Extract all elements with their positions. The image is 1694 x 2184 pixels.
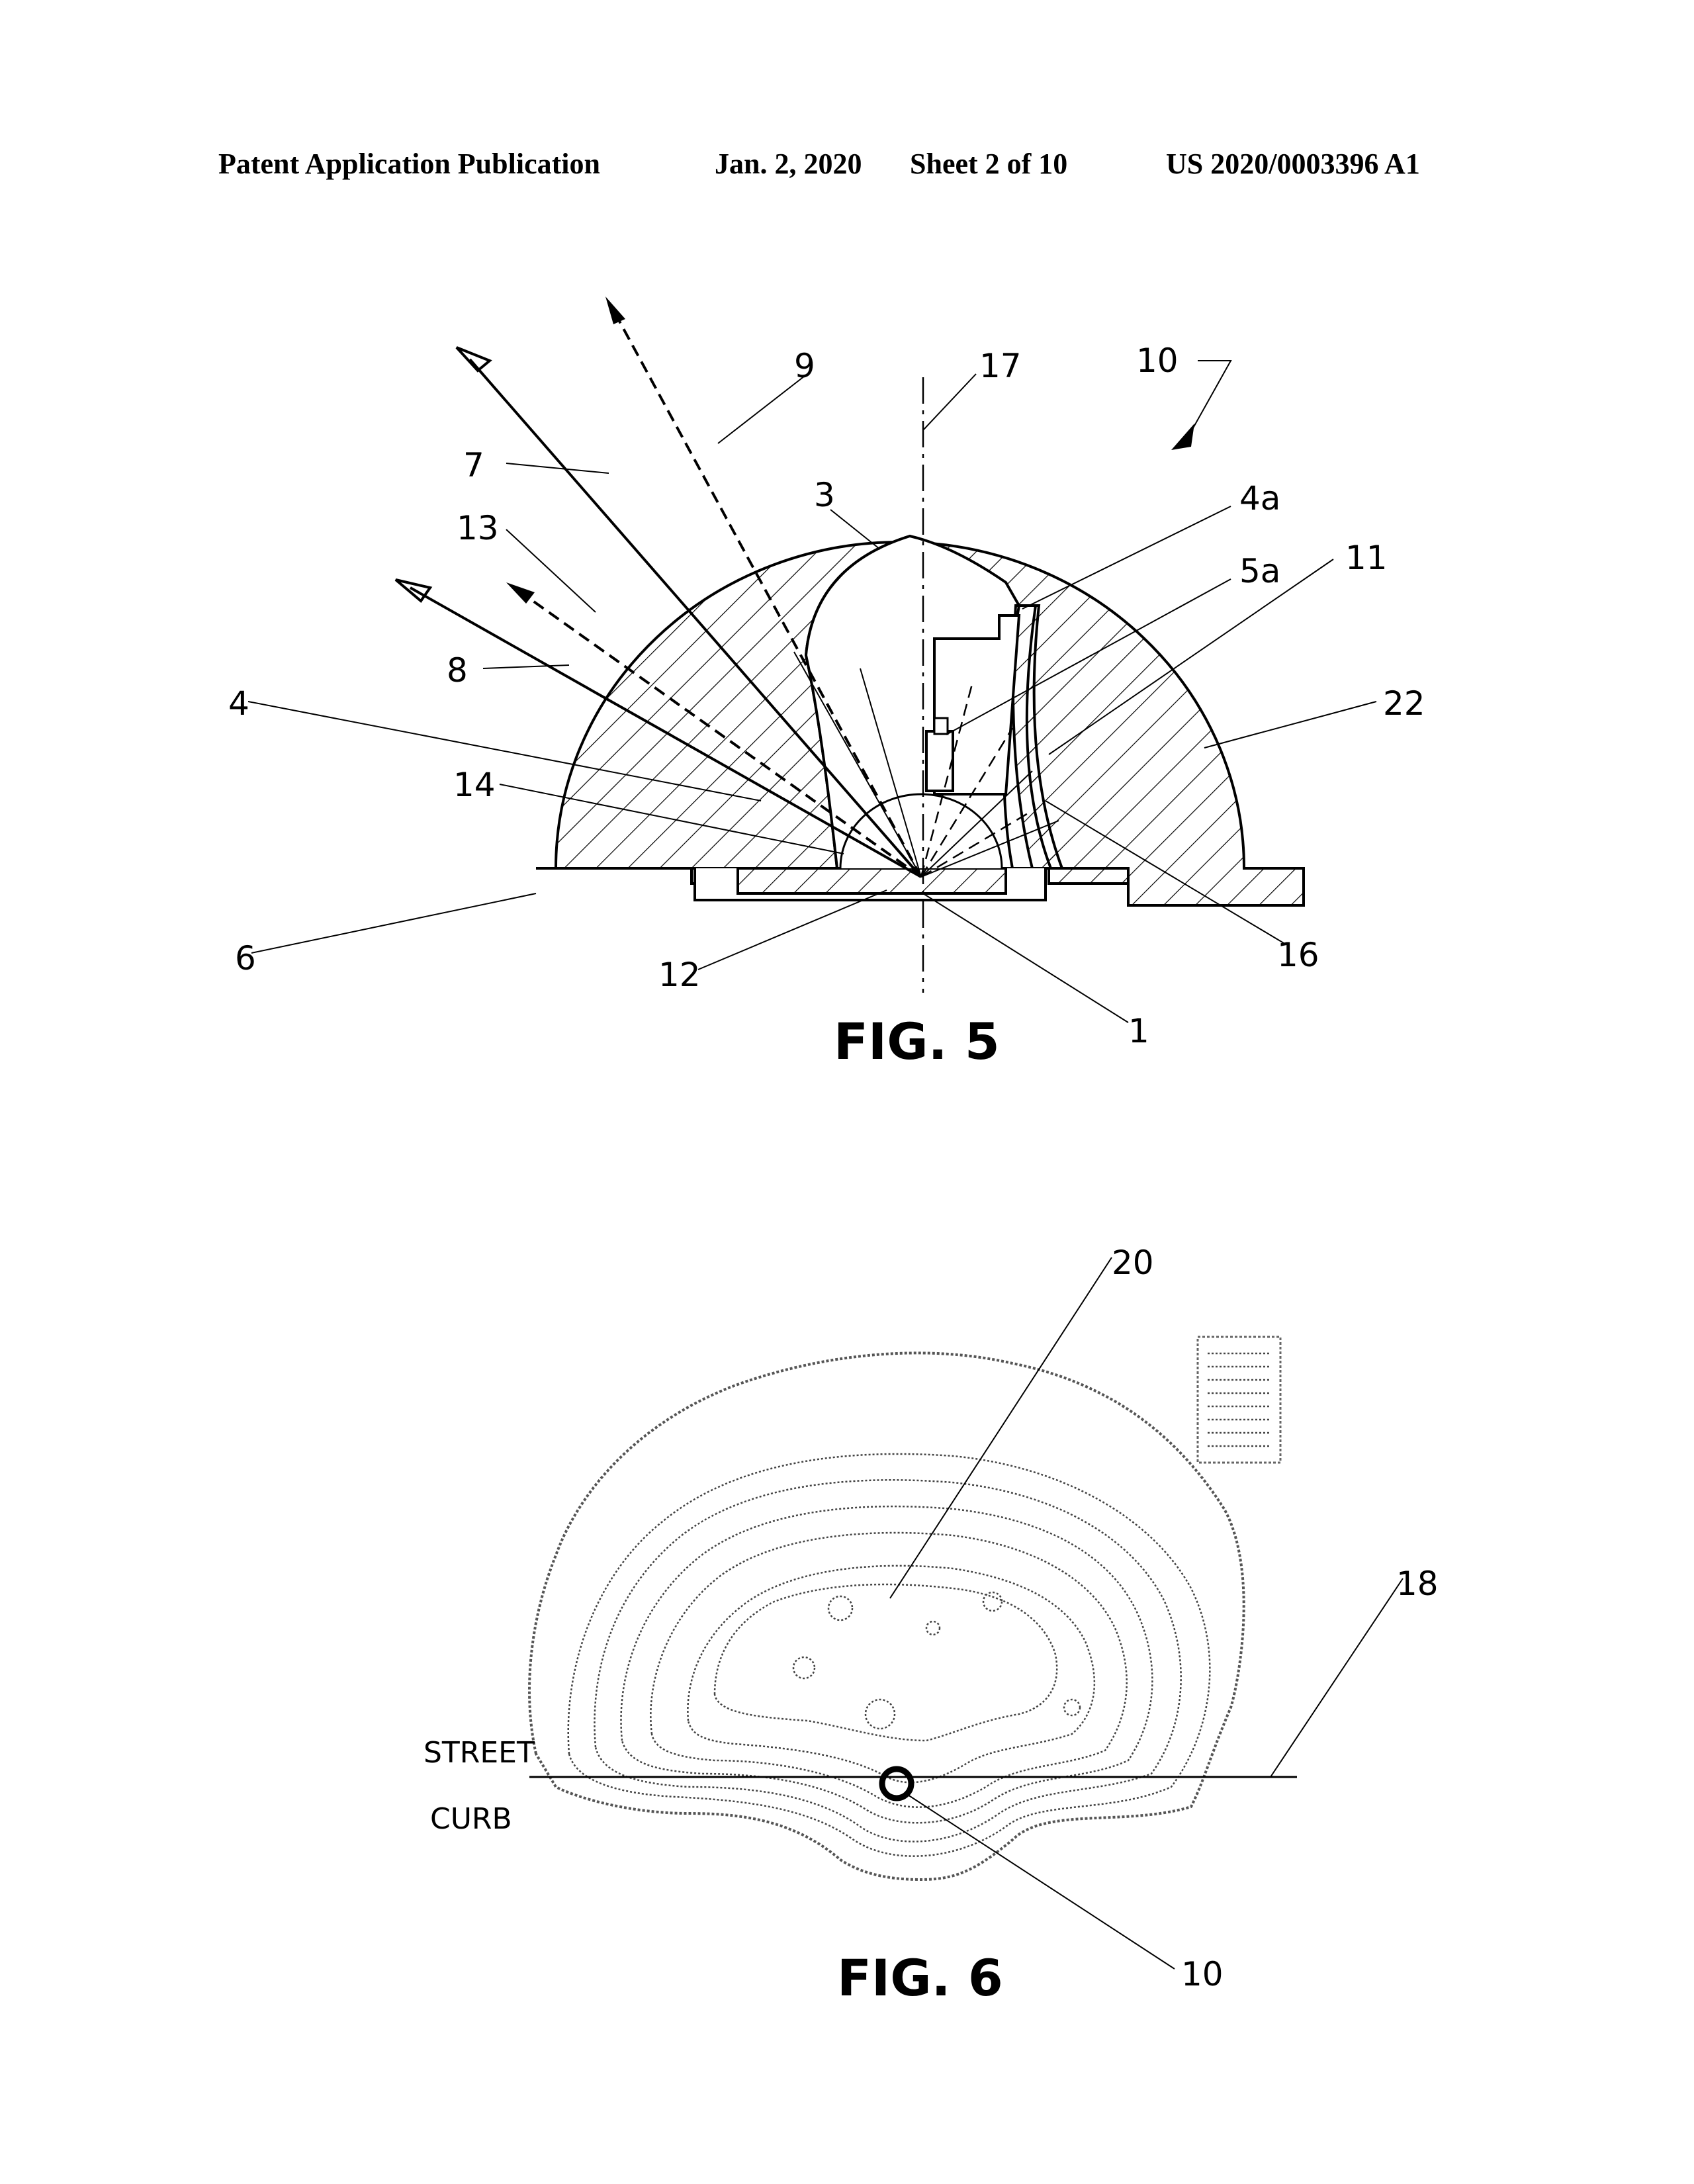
fig5-sensor [925, 730, 954, 792]
fig6-label-18: 18 [1396, 1565, 1439, 1603]
fig5-label-12: 12 [658, 956, 701, 994]
fig6-isolux-plot: 20 18 10 STREET CURB FIG. 6 [424, 1244, 1439, 2007]
fig5-label-10: 10 [1136, 341, 1179, 380]
fig5-rays [394, 296, 1059, 878]
fig5-label-9: 9 [794, 347, 815, 385]
fig5-label-3: 3 [814, 476, 835, 514]
fig5-label-17: 17 [979, 347, 1022, 385]
fig5-label-6: 6 [235, 939, 256, 978]
header-number: US 2020/0003396 A1 [1166, 148, 1420, 180]
fig5-lens-drawing: 10 9 17 7 13 3 4a 5a 11 8 22 4 14 6 12 1… [228, 296, 1425, 1071]
header-date: Jan. 2, 2020 [715, 148, 862, 180]
fig5-label-13: 13 [457, 509, 499, 547]
header-sheet: Sheet 2 of 10 [910, 148, 1068, 180]
fig6-label-10: 10 [1181, 1955, 1224, 1993]
fig6-label-street: STREET [424, 1736, 535, 1770]
fig5-label-14: 14 [453, 766, 496, 804]
fig6-luminaire-marker [879, 1766, 914, 1801]
fig5-caption: FIG. 5 [834, 1012, 1000, 1071]
fig5-label-7: 7 [463, 446, 484, 484]
fig5-label-11: 11 [1345, 539, 1388, 577]
fig5-label-16: 16 [1277, 936, 1319, 974]
fig6-label-20: 20 [1112, 1244, 1154, 1282]
fig5-label-22: 22 [1383, 684, 1425, 723]
fig5-leaders [247, 360, 1377, 1023]
fig6-label-curb: CURB [430, 1802, 512, 1836]
fig5-board [736, 867, 1007, 895]
fig5-label-4a: 4a [1239, 479, 1280, 518]
fig6-caption: FIG. 6 [837, 1948, 1003, 2007]
header-publication: Patent Application Publication [218, 148, 600, 180]
fig5-label-8: 8 [447, 651, 468, 690]
fig5-label-1: 1 [1128, 1012, 1149, 1050]
fig5-label-5a: 5a [1239, 552, 1280, 590]
fig6-legend-box [1196, 1336, 1282, 1464]
fig6-outer-contour [528, 1351, 1245, 1882]
fig5-label-4: 4 [228, 684, 249, 723]
